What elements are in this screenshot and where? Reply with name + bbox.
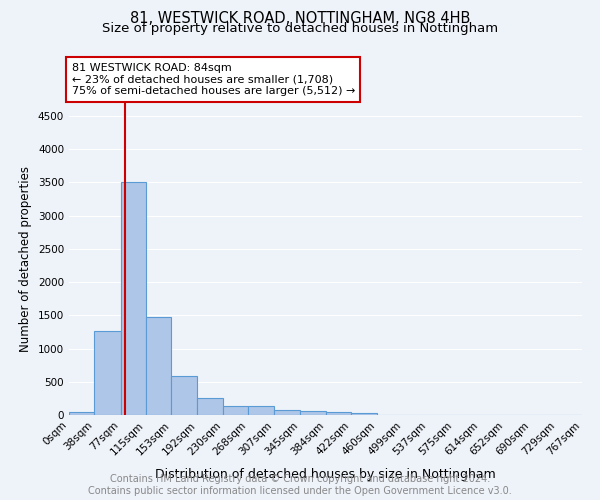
Text: Contains HM Land Registry data © Crown copyright and database right 2024.
Contai: Contains HM Land Registry data © Crown c…: [88, 474, 512, 496]
Y-axis label: Number of detached properties: Number of detached properties: [19, 166, 32, 352]
Text: Size of property relative to detached houses in Nottingham: Size of property relative to detached ho…: [102, 22, 498, 35]
Bar: [326, 412, 351, 415]
Text: 81, WESTWICK ROAD, NOTTINGHAM, NG8 4HB: 81, WESTWICK ROAD, NOTTINGHAM, NG8 4HB: [130, 11, 470, 26]
Bar: [94, 330, 121, 415]
Bar: [197, 398, 223, 415]
X-axis label: Distribution of detached houses by size in Nottingham: Distribution of detached houses by size …: [155, 468, 496, 481]
Bar: [351, 412, 377, 415]
Bar: [146, 318, 172, 415]
Bar: [274, 410, 300, 415]
Bar: [223, 406, 248, 415]
Bar: [248, 406, 274, 415]
Bar: [300, 411, 326, 415]
Bar: [69, 412, 94, 415]
Text: 81 WESTWICK ROAD: 84sqm
← 23% of detached houses are smaller (1,708)
75% of semi: 81 WESTWICK ROAD: 84sqm ← 23% of detache…: [71, 63, 355, 96]
Bar: [121, 182, 146, 415]
Bar: [172, 376, 197, 415]
